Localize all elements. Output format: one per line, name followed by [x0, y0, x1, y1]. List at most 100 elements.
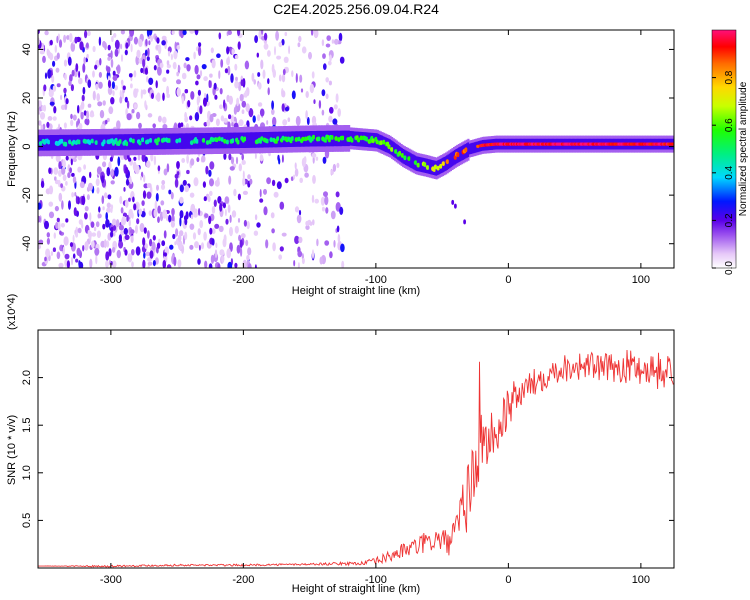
noise-speckle: [147, 113, 153, 118]
noise-speckle: [228, 95, 233, 105]
noise-speckle: [231, 210, 237, 218]
noise-speckle: [242, 190, 248, 195]
noise-speckle: [218, 70, 221, 79]
noise-speckle: [332, 118, 338, 125]
ridge-core: [279, 131, 281, 148]
noise-speckle: [287, 117, 291, 122]
noise-speckle: [259, 198, 264, 203]
noise-speckle: [211, 228, 216, 235]
y-tick-label: 1.0: [21, 465, 33, 480]
noise-speckle: [174, 241, 177, 246]
noise-speckle: [123, 227, 128, 235]
noise-speckle: [205, 165, 209, 175]
noise-speckle: [46, 232, 50, 238]
noise-speckle: [136, 111, 141, 120]
noise-speckle: [128, 73, 133, 78]
noise-speckle: [291, 70, 294, 78]
ridge-peak: [148, 138, 153, 143]
noise-speckle: [136, 88, 139, 93]
noise-speckle: [110, 58, 114, 68]
noise-speckle: [226, 248, 231, 259]
noise-speckle: [124, 249, 128, 256]
noise-speckle: [239, 93, 244, 102]
noise-speckle: [203, 76, 208, 82]
noise-speckle: [147, 47, 150, 58]
noise-speckle: [122, 85, 126, 91]
noise-speckle: [145, 38, 148, 47]
noise-speckle: [214, 179, 220, 187]
noise-speckle: [230, 73, 234, 84]
noise-speckle: [118, 224, 124, 231]
noise-speckle: [189, 223, 195, 230]
noise-speckle: [198, 46, 202, 56]
noise-speckle: [62, 159, 66, 169]
colorbar-tick-label: 0.0: [724, 261, 735, 275]
ridge-core: [459, 146, 462, 162]
ridge-core: [444, 156, 447, 171]
noise-speckle: [162, 209, 168, 219]
noise-speckle: [48, 185, 54, 195]
noise-speckle: [281, 38, 285, 46]
noise-speckle: [265, 239, 269, 249]
noise-speckle: [74, 192, 77, 197]
noise-speckle: [138, 58, 142, 63]
noise-speckle: [194, 241, 199, 249]
noise-speckle: [247, 174, 251, 180]
spectrogram-marks: [38, 30, 674, 268]
noise-speckle: [237, 30, 241, 37]
ridge-core: [239, 132, 242, 148]
noise-speckle: [236, 244, 241, 254]
ridge-peak: [436, 165, 440, 171]
noise-speckle: [143, 252, 146, 259]
noise-speckle: [102, 206, 105, 211]
noise-speckle: [147, 261, 153, 266]
noise-speckle: [60, 104, 66, 111]
noise-speckle: [213, 199, 217, 207]
noise-speckle: [199, 70, 203, 77]
noise-speckle: [97, 101, 103, 107]
noise-speckle: [52, 60, 56, 67]
noise-speckle: [44, 72, 48, 79]
noise-speckle: [107, 44, 111, 51]
noise-speckle: [189, 192, 195, 198]
noise-speckle: [223, 117, 228, 123]
noise-speckle: [96, 230, 101, 239]
noise-speckle: [162, 77, 167, 83]
noise-speckle: [75, 195, 78, 204]
noise-speckle: [82, 86, 86, 95]
noise-speckle: [94, 64, 98, 70]
noise-speckle: [84, 241, 89, 251]
noise-speckle: [207, 195, 211, 203]
noise-speckle: [278, 41, 283, 48]
ridge-core: [234, 132, 236, 149]
ridge-peak: [281, 135, 285, 141]
x-tick-label: 100: [632, 574, 650, 586]
noise-speckle: [233, 188, 237, 197]
noise-speckle: [294, 206, 300, 213]
ridge-peak: [290, 136, 295, 141]
snr-x-ticks: -300 -200 -100 0 100: [100, 330, 650, 586]
noise-speckle: [89, 232, 92, 242]
noise-speckle: [305, 91, 309, 98]
noise-speckle: [301, 257, 305, 265]
noise-speckle: [294, 235, 300, 245]
spectrogram-x-ticks: -300 -200 -100 0 100: [100, 30, 650, 286]
noise-speckle: [45, 248, 51, 258]
ridge-core: [173, 133, 175, 149]
noise-speckle: [179, 216, 182, 227]
noise-speckle: [69, 74, 73, 82]
noise-speckle: [254, 35, 258, 44]
noise-speckle: [323, 63, 327, 70]
ridge-peak: [382, 139, 386, 145]
noise-speckle: [234, 63, 238, 71]
noise-speckle: [67, 172, 71, 179]
noise-speckle: [272, 116, 277, 127]
noise-speckle: [234, 80, 239, 89]
noise-speckle: [120, 230, 125, 236]
noise-speckle: [312, 219, 315, 226]
noise-speckle: [325, 77, 330, 83]
noise-speckle: [47, 50, 51, 59]
noise-speckle: [72, 253, 76, 259]
noise-speckle: [56, 83, 61, 88]
